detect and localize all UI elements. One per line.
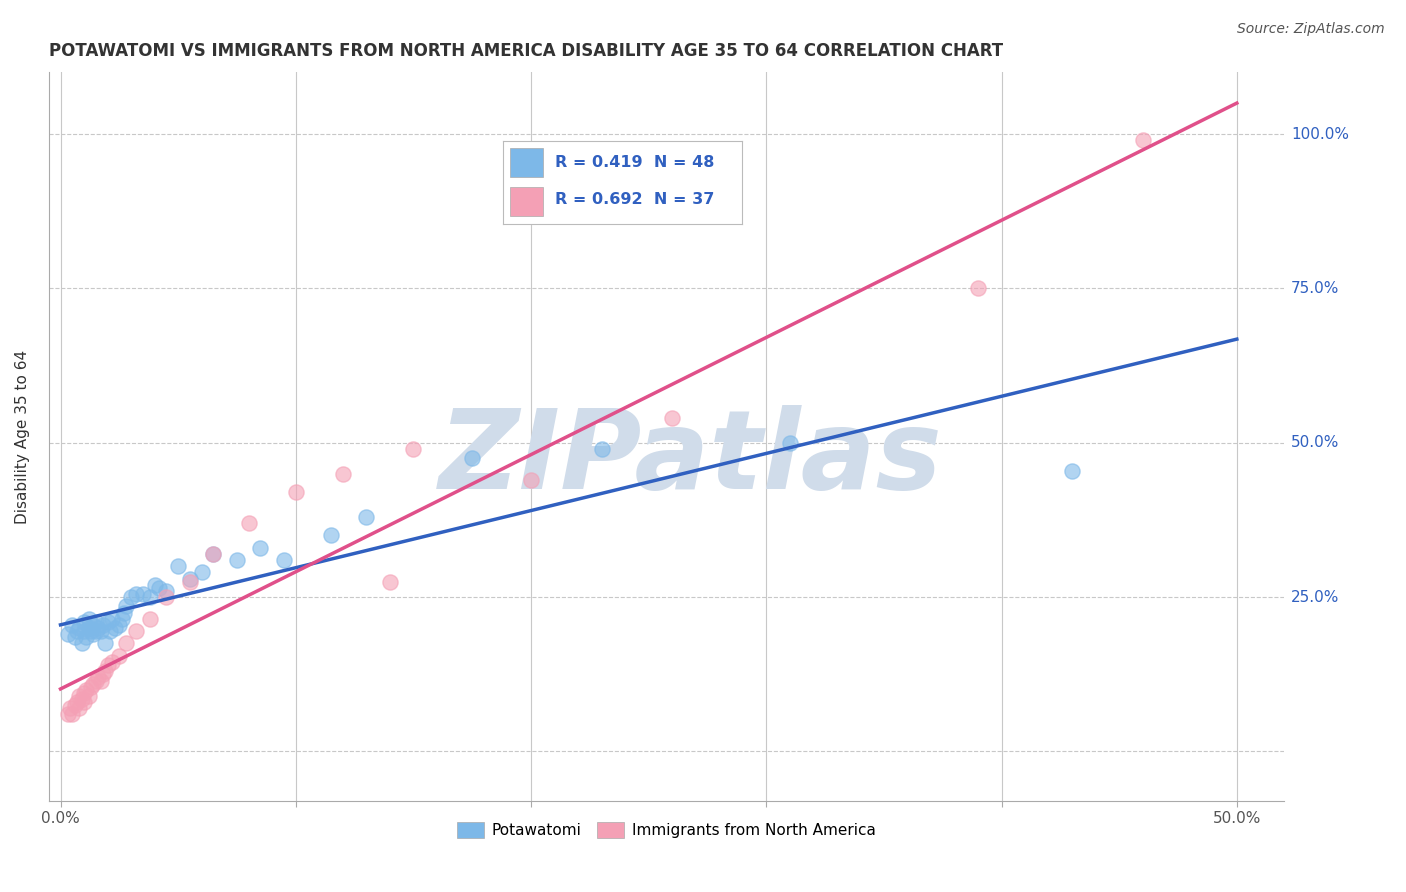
- Point: [73, 686, 96, 700]
- Point: [77, 621, 100, 635]
- Point: [98, 624, 121, 639]
- Point: [967, 281, 990, 295]
- Point: [139, 590, 162, 604]
- Point: [97, 658, 120, 673]
- Point: [77, 689, 100, 703]
- Point: [89, 673, 111, 688]
- Point: [101, 655, 124, 669]
- Point: [56, 627, 79, 641]
- Point: [115, 636, 138, 650]
- Point: [520, 473, 543, 487]
- Point: [94, 665, 117, 679]
- Y-axis label: Disability Age 35 to 64: Disability Age 35 to 64: [15, 350, 30, 524]
- Point: [75, 682, 97, 697]
- Point: [284, 485, 307, 500]
- Point: [67, 621, 90, 635]
- Point: [82, 676, 104, 690]
- Point: [63, 630, 86, 644]
- Point: [155, 590, 177, 604]
- Point: [378, 574, 401, 589]
- Point: [319, 528, 342, 542]
- Point: [202, 547, 225, 561]
- Point: [120, 590, 142, 604]
- Point: [77, 612, 100, 626]
- Point: [1062, 464, 1084, 478]
- Point: [139, 612, 162, 626]
- Point: [84, 615, 107, 629]
- Text: 25.0%: 25.0%: [1291, 590, 1339, 605]
- Point: [332, 467, 354, 481]
- Point: [202, 547, 225, 561]
- Point: [238, 516, 260, 530]
- Point: [82, 627, 104, 641]
- Legend: Potawatomi, Immigrants from North America: Potawatomi, Immigrants from North Americ…: [450, 816, 882, 844]
- Point: [80, 680, 103, 694]
- Point: [143, 578, 166, 592]
- Point: [1132, 133, 1154, 147]
- Point: [67, 689, 90, 703]
- Point: [125, 624, 148, 639]
- Text: 100.0%: 100.0%: [1291, 127, 1348, 142]
- Text: ZIPatlas: ZIPatlas: [439, 405, 943, 512]
- Point: [402, 442, 425, 456]
- Point: [82, 618, 104, 632]
- Point: [155, 584, 177, 599]
- Point: [115, 599, 138, 614]
- Point: [779, 435, 801, 450]
- Point: [60, 707, 83, 722]
- Point: [94, 636, 117, 650]
- Point: [661, 411, 683, 425]
- Point: [273, 553, 295, 567]
- Text: POTAWATOMI VS IMMIGRANTS FROM NORTH AMERICA DISABILITY AGE 35 TO 64 CORRELATION : POTAWATOMI VS IMMIGRANTS FROM NORTH AMER…: [49, 42, 1002, 60]
- Point: [132, 587, 155, 601]
- Point: [63, 698, 86, 713]
- Point: [73, 695, 96, 709]
- Point: [108, 648, 131, 663]
- Point: [112, 606, 135, 620]
- Point: [70, 636, 93, 650]
- Point: [356, 509, 378, 524]
- Point: [461, 451, 484, 466]
- Point: [111, 612, 134, 626]
- Text: R = 0.692  N = 37: R = 0.692 N = 37: [555, 192, 714, 207]
- Bar: [510, 186, 543, 216]
- Point: [148, 581, 170, 595]
- Point: [70, 692, 93, 706]
- Text: 75.0%: 75.0%: [1291, 281, 1339, 296]
- Point: [167, 559, 190, 574]
- Bar: [510, 148, 543, 177]
- Point: [59, 701, 82, 715]
- Point: [249, 541, 271, 555]
- Text: R = 0.419  N = 48: R = 0.419 N = 48: [555, 155, 714, 169]
- Point: [73, 615, 96, 629]
- Point: [56, 707, 79, 722]
- Point: [179, 574, 201, 589]
- Text: 50.0%: 50.0%: [1291, 435, 1339, 450]
- Point: [66, 695, 89, 709]
- Point: [84, 624, 107, 639]
- Point: [101, 612, 124, 626]
- Point: [73, 624, 96, 639]
- Point: [75, 630, 97, 644]
- Point: [190, 566, 212, 580]
- Point: [97, 615, 120, 629]
- Point: [91, 667, 114, 681]
- Point: [66, 624, 89, 639]
- Point: [60, 618, 83, 632]
- Point: [108, 618, 131, 632]
- Point: [80, 624, 103, 639]
- Point: [104, 621, 127, 635]
- Point: [89, 624, 111, 639]
- Point: [67, 701, 90, 715]
- Point: [226, 553, 249, 567]
- Point: [125, 587, 148, 601]
- Point: [91, 618, 114, 632]
- Point: [87, 621, 110, 635]
- Point: [591, 442, 613, 456]
- Point: [84, 673, 107, 688]
- Text: Source: ZipAtlas.com: Source: ZipAtlas.com: [1237, 22, 1385, 37]
- Point: [179, 572, 201, 586]
- Point: [87, 670, 110, 684]
